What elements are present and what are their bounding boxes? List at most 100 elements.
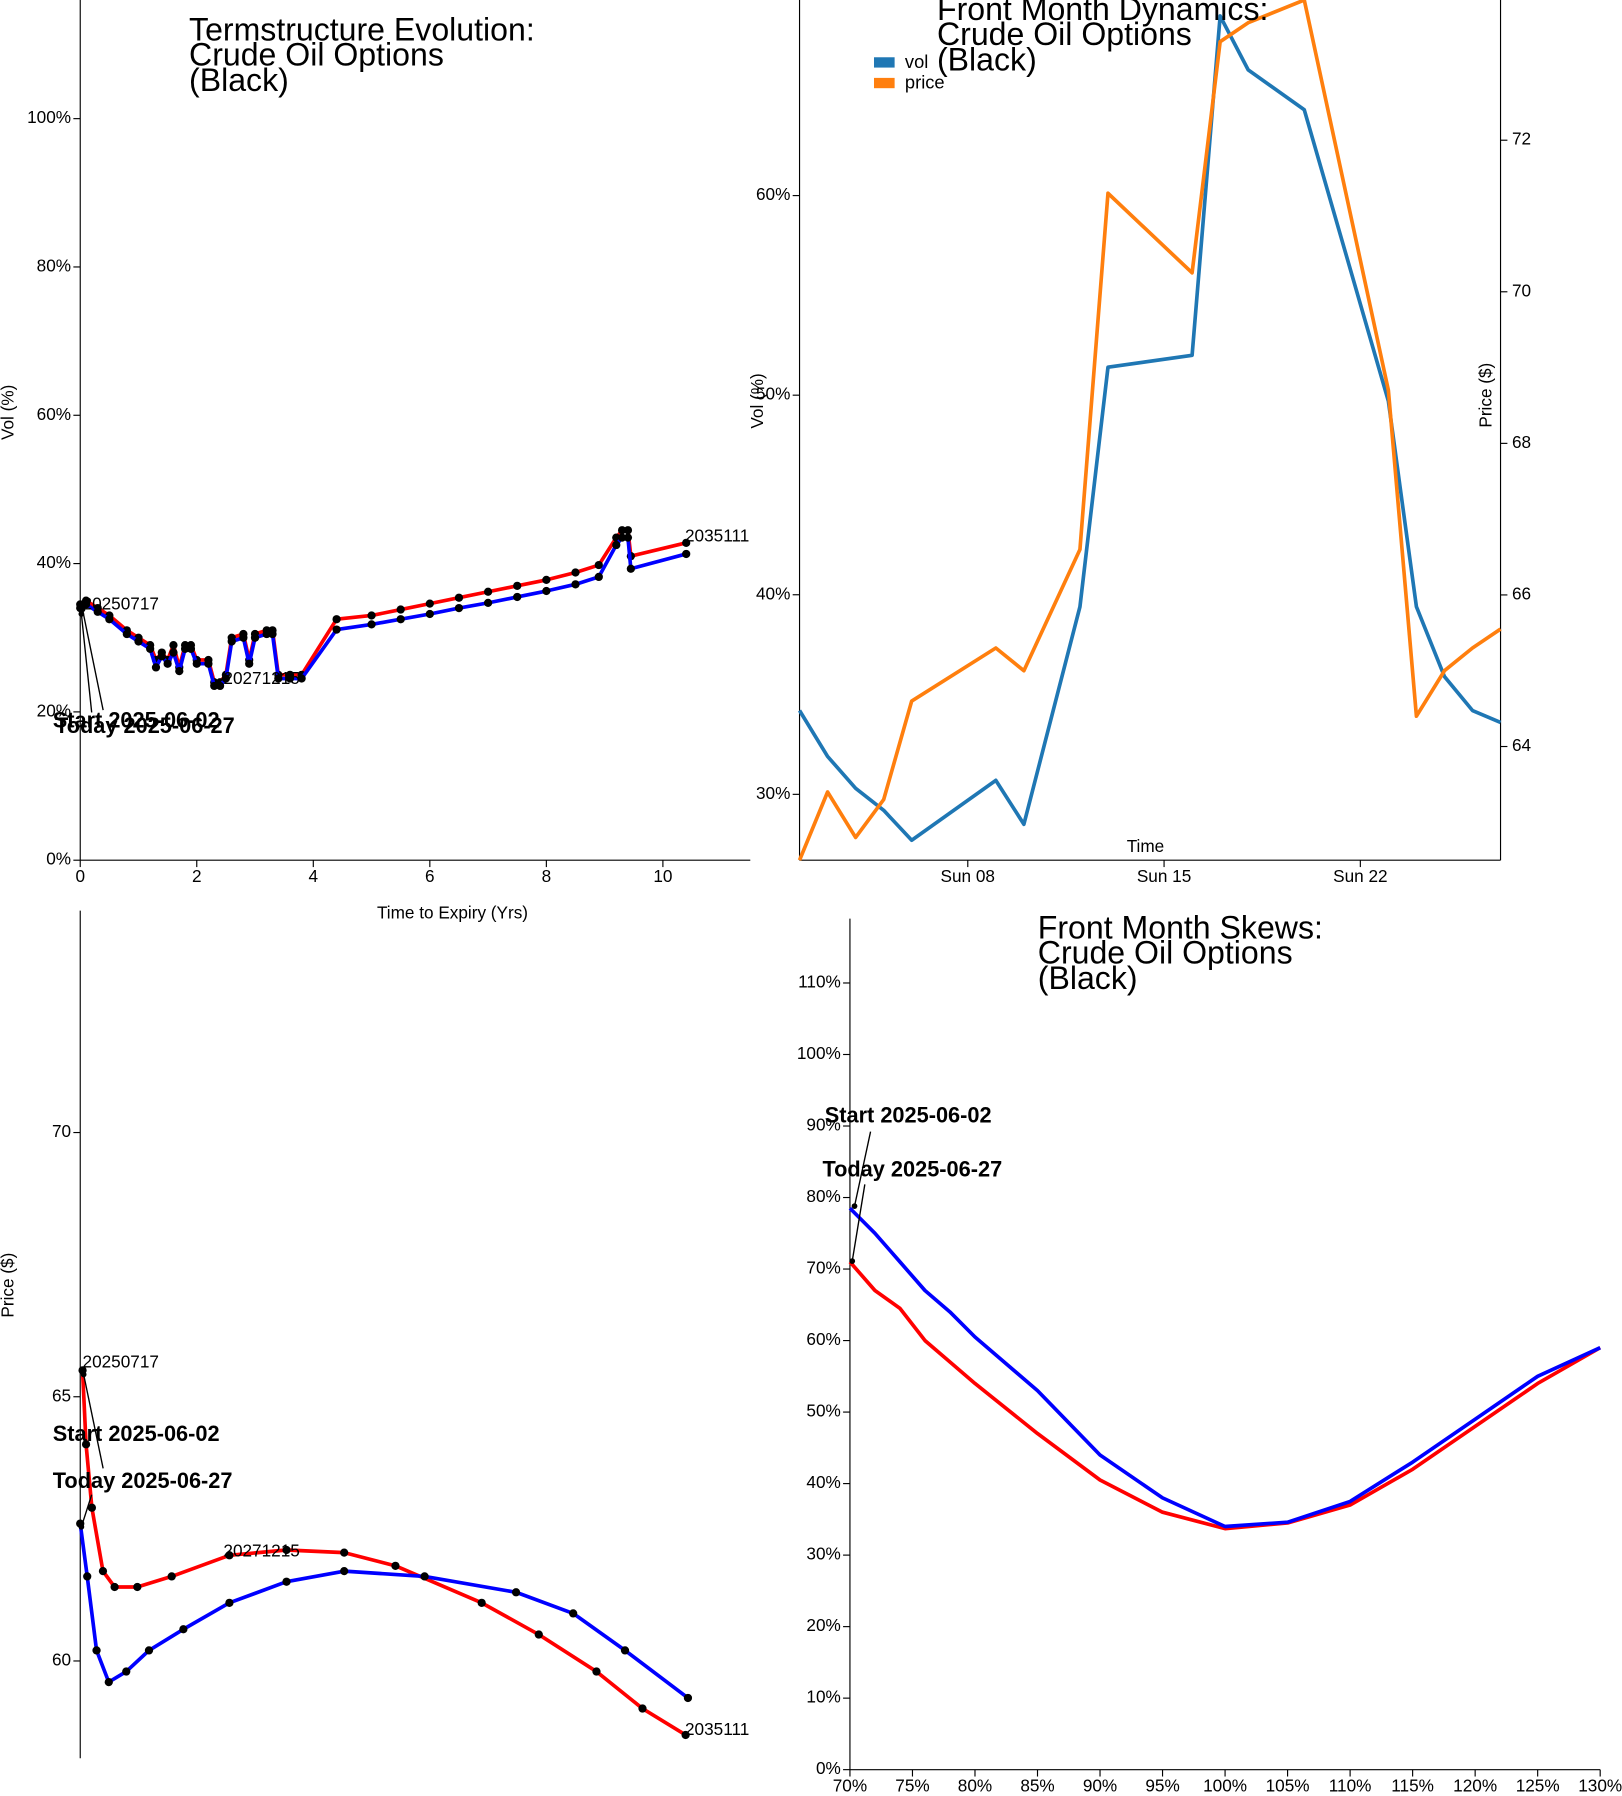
data-point	[282, 1545, 291, 1555]
data-point	[332, 625, 341, 634]
y-tick-label: 65	[52, 1385, 71, 1405]
data-point	[638, 1704, 647, 1713]
annotation: Start 2025-06-02	[825, 1103, 992, 1128]
data-point	[262, 629, 271, 639]
series-line	[848, 1206, 1601, 1529]
annotation-arrow	[80, 1494, 93, 1528]
data-point	[542, 586, 551, 596]
data-point	[250, 633, 260, 642]
data-point	[133, 1582, 142, 1592]
data-point	[594, 572, 603, 582]
data-point	[340, 1567, 349, 1576]
x-tick-label: 6	[425, 866, 435, 886]
data-point	[282, 1577, 291, 1586]
data-point	[104, 1677, 113, 1687]
x-tick-label: 10	[653, 866, 672, 886]
x-tick-label: 100%	[1203, 1775, 1247, 1795]
arrow-head	[78, 1523, 85, 1530]
data-point	[210, 681, 219, 691]
data-point	[454, 593, 464, 602]
data-point	[239, 633, 248, 642]
data-point	[81, 1440, 91, 1449]
plot-area	[76, 1366, 693, 1740]
series-line	[797, 0, 1502, 861]
chart-panel: 0% 20% 40% 60% 80% 100% 0 2 4 6 8 10 Time to Expiry …	[0, 0, 751, 923]
x-tick-label: 125%	[1516, 1775, 1560, 1795]
data-point	[542, 575, 551, 585]
y-tick-label: 20%	[37, 700, 71, 720]
data-point	[571, 580, 580, 589]
annotation: 2035111	[685, 1719, 749, 1739]
y-tick-label: 70%	[806, 1258, 840, 1278]
y-tick-label: 50%	[806, 1401, 840, 1421]
data-point	[617, 533, 627, 542]
data-point	[425, 599, 434, 608]
plot-area	[797, 0, 1502, 861]
data-point	[167, 1572, 176, 1581]
y-tick-label: 20%	[806, 1615, 840, 1635]
x-tick-label: 90%	[1083, 1775, 1117, 1795]
data-point	[612, 540, 621, 550]
chart-panel: 0% 10% 20% 30% 40% 50% 60% 70% 80% 90% 100% 110% 70%…	[797, 910, 1622, 1796]
y-tick-label: 10%	[806, 1687, 840, 1707]
annotation-arrow	[853, 1131, 872, 1207]
data-point	[134, 637, 143, 646]
data-point	[146, 644, 155, 653]
data-point	[332, 615, 341, 624]
y-tick-label: 40%	[37, 552, 71, 572]
y2-tick-label: 66	[1512, 583, 1531, 603]
data-point	[92, 1646, 101, 1655]
x-tick-label: 4	[309, 866, 319, 886]
data-point	[186, 644, 196, 653]
arrow-head	[79, 606, 86, 613]
chart-title: Front Month Dynamics:	[937, 0, 1268, 27]
data-point	[83, 1572, 92, 1581]
x-tick-label: 110%	[1329, 1775, 1372, 1795]
y-tick-label: 70	[52, 1121, 71, 1141]
data-point	[571, 568, 580, 577]
x-tick-label: 130%	[1578, 1775, 1622, 1795]
data-point	[169, 641, 178, 650]
x-tick-label: 105%	[1266, 1775, 1310, 1795]
x-tick-label: 95%	[1145, 1775, 1179, 1795]
chart-title: Termstructure Evolution:	[189, 12, 535, 48]
y-tick-label: 40%	[806, 1472, 840, 1492]
x-tick-label: 80%	[958, 1775, 992, 1795]
y2-axis-label: Price ($)	[1475, 363, 1495, 428]
data-point	[513, 581, 522, 590]
data-point	[285, 674, 295, 683]
y-tick-label: 110%	[798, 972, 841, 992]
y-tick-label: 60%	[806, 1329, 840, 1349]
x-tick-label: Sun 22	[1333, 866, 1387, 886]
data-point	[513, 592, 522, 602]
series-line	[80, 1370, 687, 1737]
y-tick-label: 0%	[46, 849, 71, 869]
data-point	[483, 598, 493, 608]
data-point	[225, 1598, 234, 1607]
y-axis-label: Price ($)	[0, 1253, 18, 1318]
data-point	[569, 1609, 578, 1618]
annotation: 20250717	[83, 593, 159, 613]
chart-title: Front Month Skews:	[1038, 910, 1323, 946]
data-point	[367, 620, 376, 629]
y-axis-label: Vol (%)	[747, 373, 767, 428]
annotation: Start 2025-06-02	[53, 1421, 220, 1446]
legend-label: vol	[905, 51, 928, 72]
x-tick-label: 8	[542, 866, 552, 886]
y2-tick-label: 68	[1512, 432, 1531, 452]
data-point	[225, 1551, 234, 1560]
data-point	[297, 674, 306, 683]
data-point	[179, 1625, 188, 1634]
annotation-arrow	[851, 1184, 866, 1262]
annotation: 20250717	[83, 1352, 159, 1372]
data-point	[623, 526, 633, 535]
annotation: 20271215	[223, 1541, 299, 1561]
annotation: 2035111	[685, 526, 749, 546]
y-tick-label: 30%	[756, 783, 790, 803]
data-point	[594, 560, 603, 570]
data-point	[274, 674, 283, 683]
annotation: Today 2025-06-27	[53, 1468, 233, 1493]
data-point	[105, 615, 114, 624]
data-point	[221, 674, 231, 683]
data-point	[483, 587, 493, 596]
